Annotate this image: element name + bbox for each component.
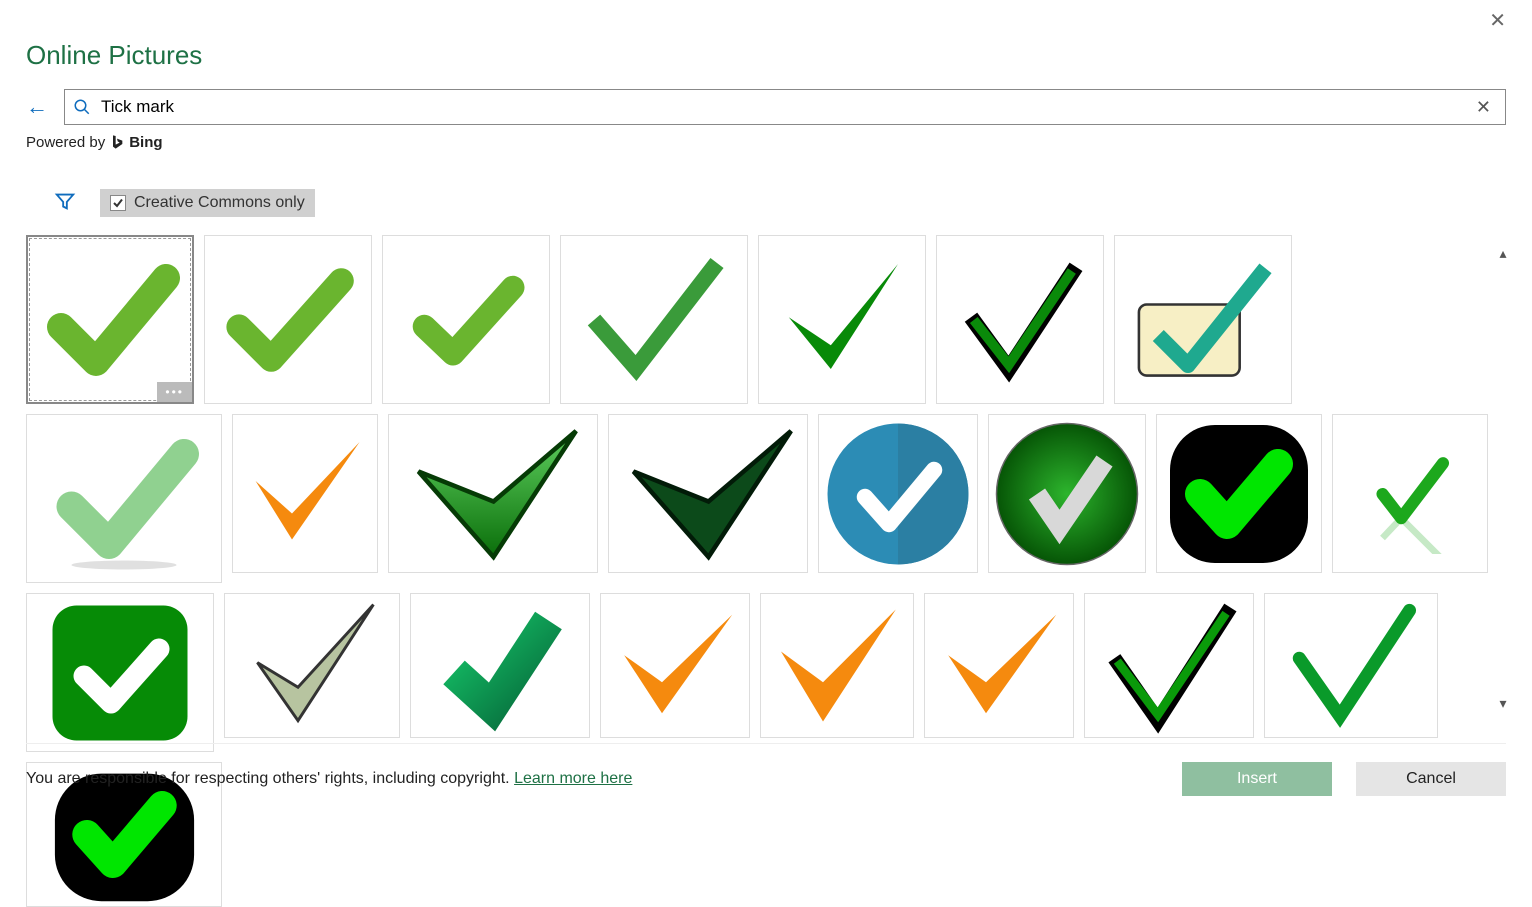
search-input[interactable] bbox=[101, 97, 1470, 117]
filter-icon[interactable] bbox=[54, 190, 76, 217]
results-area: ••• ▴ ▾ bbox=[26, 235, 1532, 907]
image-tile[interactable] bbox=[388, 414, 598, 573]
dialog-title: Online Pictures bbox=[26, 40, 1506, 71]
search-box[interactable]: ✕ bbox=[64, 89, 1506, 125]
bing-logo-icon bbox=[109, 133, 125, 151]
powered-by: Powered by Bing bbox=[26, 133, 1506, 151]
image-tile[interactable] bbox=[988, 414, 1146, 573]
disclaimer-text: You are responsible for respecting other… bbox=[26, 770, 514, 787]
image-tile[interactable] bbox=[1084, 593, 1254, 738]
image-tile[interactable] bbox=[232, 414, 378, 573]
bing-brand-text: Bing bbox=[129, 134, 162, 151]
image-tile[interactable] bbox=[224, 593, 400, 738]
image-tile[interactable] bbox=[818, 414, 978, 573]
image-tile[interactable] bbox=[1156, 414, 1322, 573]
footer: You are responsible for respecting other… bbox=[26, 743, 1506, 796]
image-tile[interactable] bbox=[1332, 414, 1488, 573]
scroll-up-icon[interactable]: ▴ bbox=[1492, 243, 1514, 263]
cancel-button[interactable]: Cancel bbox=[1356, 762, 1506, 796]
back-arrow-icon[interactable]: ← bbox=[26, 94, 48, 120]
creative-commons-filter[interactable]: Creative Commons only bbox=[100, 189, 315, 217]
filter-row: Creative Commons only bbox=[54, 189, 1506, 217]
disclaimer: You are responsible for respecting other… bbox=[26, 770, 632, 788]
image-tile[interactable] bbox=[26, 414, 222, 583]
image-tile[interactable] bbox=[608, 414, 808, 573]
cc-label: Creative Commons only bbox=[134, 194, 305, 212]
image-tile[interactable] bbox=[204, 235, 372, 404]
image-tile[interactable] bbox=[758, 235, 926, 404]
scroll-down-icon[interactable]: ▾ bbox=[1492, 693, 1514, 713]
image-tile[interactable] bbox=[1264, 593, 1438, 738]
insert-button[interactable]: Insert bbox=[1182, 762, 1332, 796]
header: Online Pictures ← ✕ Powered by Bing Crea… bbox=[0, 0, 1532, 217]
image-tile[interactable] bbox=[1114, 235, 1292, 404]
close-icon[interactable]: ✕ bbox=[1489, 8, 1506, 33]
search-row: ← ✕ bbox=[26, 89, 1506, 125]
clear-search-icon[interactable]: ✕ bbox=[1470, 97, 1497, 118]
image-tile[interactable] bbox=[560, 235, 748, 404]
image-tile[interactable] bbox=[382, 235, 550, 404]
image-tile[interactable] bbox=[600, 593, 750, 738]
footer-buttons: Insert Cancel bbox=[1182, 762, 1506, 796]
image-tile[interactable] bbox=[924, 593, 1074, 738]
powered-by-text: Powered by bbox=[26, 134, 105, 151]
image-tile[interactable] bbox=[26, 593, 214, 752]
image-tile[interactable] bbox=[760, 593, 914, 738]
image-grid: ••• bbox=[26, 235, 1488, 907]
scrollbar[interactable]: ▴ ▾ bbox=[1492, 235, 1514, 907]
image-tile[interactable] bbox=[936, 235, 1104, 404]
more-icon[interactable]: ••• bbox=[157, 382, 192, 402]
search-icon bbox=[73, 98, 91, 116]
learn-more-link[interactable]: Learn more here bbox=[514, 770, 632, 787]
image-tile[interactable]: ••• bbox=[26, 235, 194, 404]
image-tile[interactable] bbox=[410, 593, 590, 738]
checkbox-icon bbox=[110, 195, 126, 211]
